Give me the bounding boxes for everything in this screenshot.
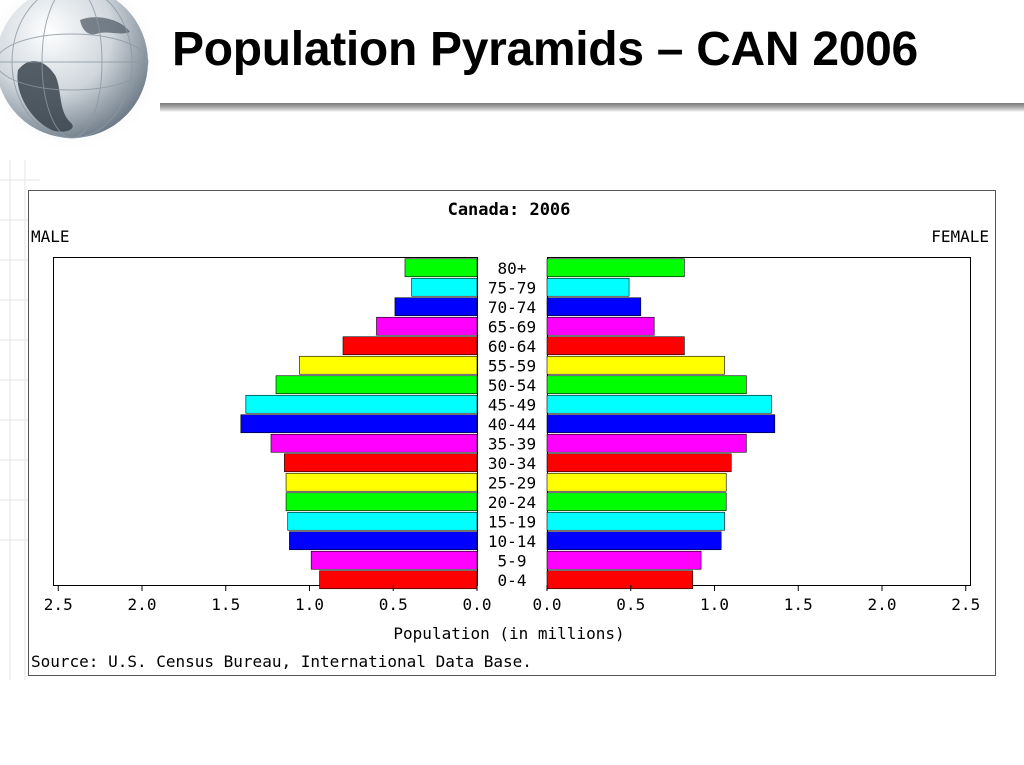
female-bar-75-79 <box>546 277 630 297</box>
age-label-20-24: 20-24 <box>488 493 536 512</box>
female-bar-65-69 <box>546 316 655 336</box>
male-bar-20-24 <box>285 492 478 512</box>
female-bar-40-44 <box>546 414 776 434</box>
female-tick-label: 0.5 <box>616 595 645 614</box>
chart-title: Canada: 2006 <box>448 200 571 220</box>
male-label: MALE <box>31 227 70 246</box>
globe-logo <box>0 0 160 154</box>
female-bar-50-54 <box>546 375 747 395</box>
male-bar-30-34 <box>284 453 478 473</box>
female-tick-label: 1.5 <box>784 595 813 614</box>
female-bar-60-64 <box>546 336 685 356</box>
female-bar-45-49 <box>546 394 772 414</box>
age-label-75-79: 75-79 <box>488 278 536 297</box>
male-bar-35-39 <box>270 433 478 453</box>
female-bar-35-39 <box>546 433 747 453</box>
male-tick-label: 0.5 <box>379 595 408 614</box>
male-bar-45-49 <box>245 394 478 414</box>
male-bar-25-29 <box>285 472 478 492</box>
title-divider <box>160 103 1024 112</box>
female-tick-label: 0.0 <box>533 595 562 614</box>
female-tick-label: 2.5 <box>951 595 980 614</box>
female-bar-80+ <box>546 258 685 278</box>
age-label-0-4: 0-4 <box>498 571 527 590</box>
male-plot-area <box>53 257 478 586</box>
population-pyramid-chart: Canada: 2006 MALE FEMALE 80+75-7970-7465… <box>31 200 989 671</box>
female-bar-0-4 <box>546 570 694 590</box>
female-bar-10-14 <box>546 531 722 551</box>
female-bar-70-74 <box>546 297 642 317</box>
x-axis-label: Population (in millions) <box>393 624 624 643</box>
male-bar-15-19 <box>287 511 478 531</box>
male-bar-0-4 <box>319 570 478 590</box>
male-bar-10-14 <box>289 531 478 551</box>
age-label-45-49: 45-49 <box>488 395 536 414</box>
female-tick-label: 1.0 <box>700 595 729 614</box>
male-bar-70-74 <box>394 297 478 317</box>
male-bar-80+ <box>404 258 478 278</box>
age-group-labels: 80+75-7970-7465-6960-6455-5950-5445-4940… <box>488 259 536 590</box>
age-label-40-44: 40-44 <box>488 415 536 434</box>
x-axis-ticks: 2.5 2.0 1.5 1.0 0.5 0.0 0.0 0.5 1.0 1.5 2.0 2.5 <box>44 585 980 614</box>
male-tick-label: 2.5 <box>44 595 73 614</box>
female-bar-55-59 <box>546 355 725 375</box>
age-label-25-29: 25-29 <box>488 473 536 492</box>
age-label-50-54: 50-54 <box>488 376 536 395</box>
age-label-65-69: 65-69 <box>488 317 536 336</box>
chart-frame: Canada: 2006 MALE FEMALE 80+ 75-79 70-74 65… <box>28 190 996 676</box>
female-bar-30-34 <box>546 453 732 473</box>
age-label-30-34: 30-34 <box>488 454 536 473</box>
male-bars <box>240 258 478 590</box>
age-label-70-74: 70-74 <box>488 298 536 317</box>
male-tick-label: 0.0 <box>463 595 492 614</box>
male-bar-55-59 <box>299 355 478 375</box>
female-bars <box>546 258 776 590</box>
female-bar-15-19 <box>546 511 725 531</box>
female-bar-25-29 <box>546 472 727 492</box>
male-bar-50-54 <box>275 375 478 395</box>
male-tick-label: 1.5 <box>211 595 240 614</box>
male-bar-60-64 <box>342 336 478 356</box>
age-label-80+: 80+ <box>498 259 527 278</box>
female-bar-5-9 <box>546 550 702 570</box>
male-bar-65-69 <box>376 316 478 336</box>
male-bar-75-79 <box>411 277 478 297</box>
female-label: FEMALE <box>931 227 989 246</box>
male-tick-label: 1.0 <box>295 595 324 614</box>
age-label-10-14: 10-14 <box>488 532 536 551</box>
age-label-15-19: 15-19 <box>488 512 536 531</box>
age-label-5-9: 5-9 <box>498 551 527 570</box>
female-bar-20-24 <box>546 492 727 512</box>
female-tick-label: 2.0 <box>868 595 897 614</box>
source-note: Source: U.S. Census Bureau, Internationa… <box>31 652 532 671</box>
age-label-55-59: 55-59 <box>488 356 536 375</box>
male-tick-label: 2.0 <box>128 595 157 614</box>
male-bar-40-44 <box>240 414 478 434</box>
slide-title: Population Pyramids – CAN 2006 <box>172 23 918 76</box>
age-label-35-39: 35-39 <box>488 434 536 453</box>
age-label-60-64: 60-64 <box>488 337 536 356</box>
male-bar-5-9 <box>310 550 478 570</box>
background-texture <box>0 160 40 680</box>
